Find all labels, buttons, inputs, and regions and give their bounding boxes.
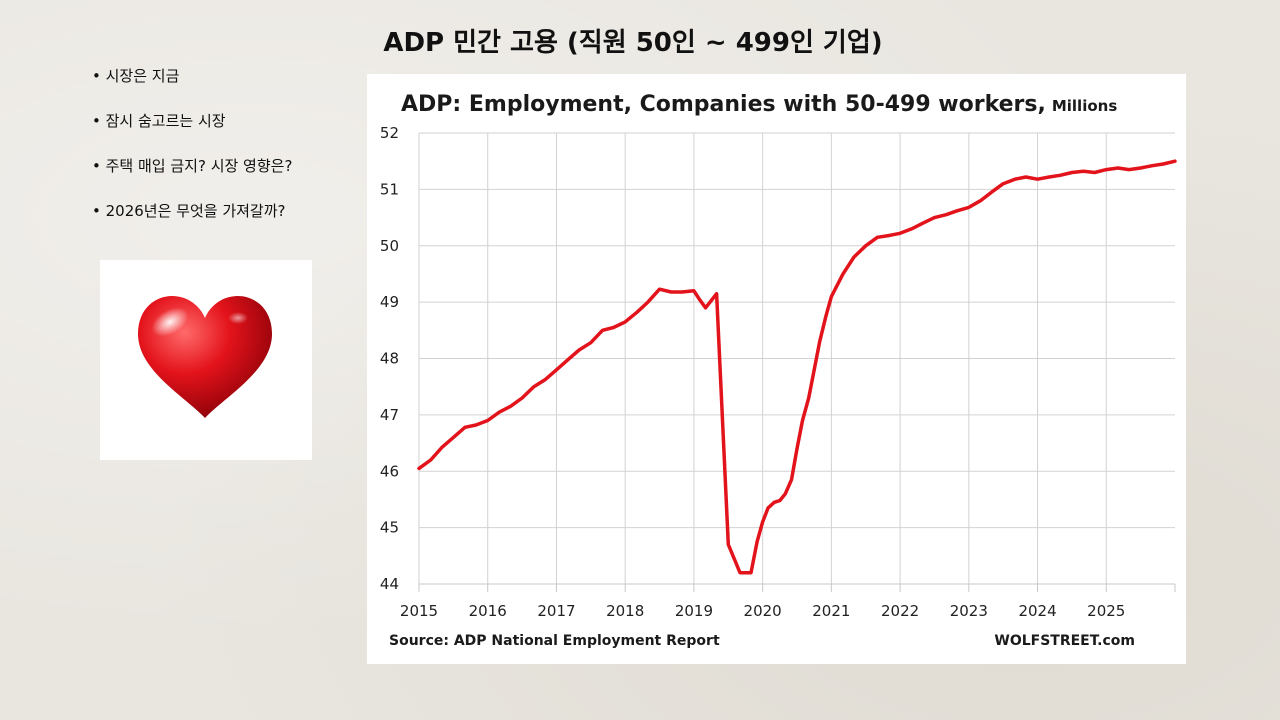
gridlines bbox=[418, 132, 1175, 585]
x-tick-label: 2023 bbox=[950, 602, 988, 620]
bullet-item: 2026년은 무엇을 가져갈까? bbox=[92, 199, 292, 244]
y-tick-label: 46 bbox=[380, 462, 399, 480]
chart-title-unit: Millions bbox=[1052, 97, 1117, 115]
x-tick-label: 2018 bbox=[606, 602, 644, 620]
x-tick-label: 2022 bbox=[881, 602, 919, 620]
x-tick-label: 2024 bbox=[1018, 602, 1056, 620]
line-chart: ADP: Employment, Companies with 50-499 w… bbox=[380, 92, 1177, 649]
x-tick-label: 2020 bbox=[744, 602, 782, 620]
bullet-list: 시장은 지금 잠시 숨고르는 시장 주택 매입 금지? 시장 영향은? 2026… bbox=[92, 64, 293, 244]
x-tick-label: 2025 bbox=[1087, 602, 1125, 620]
heart-image-card bbox=[100, 260, 312, 460]
y-tick-label: 47 bbox=[380, 406, 399, 424]
series-layer bbox=[417, 159, 1177, 575]
y-tick-label: 44 bbox=[380, 575, 399, 593]
x-tick-label: 2016 bbox=[469, 602, 507, 620]
slide-title: ADP 민간 고용 (직원 50인 ~ 499인 기업) bbox=[383, 28, 883, 58]
series-line bbox=[417, 159, 1177, 575]
bullet-item: 잠시 숨고르는 시장 bbox=[92, 109, 292, 154]
y-tick-label: 49 bbox=[380, 293, 399, 311]
y-tick-label: 52 bbox=[380, 124, 399, 142]
chart-card: ADP: Employment, Companies with 50-499 w… bbox=[367, 74, 1186, 664]
bullet-item: 시장은 지금 bbox=[92, 64, 292, 109]
y-tick-label: 45 bbox=[380, 519, 399, 537]
y-tick-label: 48 bbox=[380, 350, 399, 368]
chart-credit: WOLFSTREET.com bbox=[994, 633, 1135, 649]
x-tick-label: 2021 bbox=[812, 602, 850, 620]
x-tick-label: 2017 bbox=[537, 602, 575, 620]
bullet-item: 주택 매입 금지? 시장 영향은? bbox=[92, 154, 293, 199]
y-axis-ticks: 44 45 46 47 48 49 50 51 52 bbox=[380, 124, 399, 593]
y-tick-label: 51 bbox=[380, 180, 399, 198]
x-axis-ticks: 2015 2016 2017 2018 2019 2020 2021 2022 2023 2024… bbox=[400, 584, 1176, 620]
y-tick-label: 50 bbox=[380, 237, 399, 255]
x-tick-label: 2015 bbox=[400, 602, 438, 620]
x-tick-label: 2019 bbox=[675, 602, 713, 620]
chart-source: Source: ADP National Employment Report bbox=[389, 633, 720, 649]
chart-title-main: ADP: Employment, Companies with 50-499 w… bbox=[401, 92, 1046, 117]
chart-title: ADP: Employment, Companies with 50-499 w… bbox=[401, 92, 1117, 117]
heart-icon bbox=[138, 296, 272, 418]
